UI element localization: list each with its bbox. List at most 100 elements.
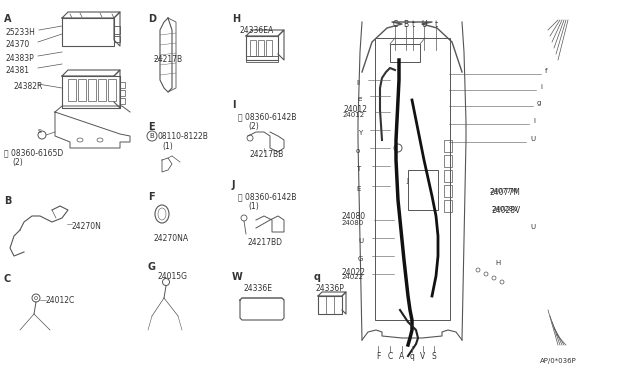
Bar: [246, 36, 278, 60]
Text: 24015G: 24015G: [158, 272, 188, 281]
Text: 24012C: 24012C: [46, 296, 76, 305]
Text: S: S: [38, 128, 42, 134]
Text: A: A: [399, 352, 404, 361]
Text: q: q: [410, 352, 415, 361]
Text: 24028V: 24028V: [492, 206, 521, 215]
Bar: [78, 79, 86, 101]
Bar: [375, 38, 450, 320]
Bar: [444, 140, 452, 152]
Text: I: I: [533, 118, 535, 124]
Text: C: C: [4, 274, 12, 284]
Text: B: B: [403, 20, 408, 29]
Bar: [120, 82, 125, 88]
Bar: [318, 296, 342, 314]
Text: U: U: [530, 224, 535, 230]
Text: (1): (1): [162, 142, 173, 151]
Text: q: q: [314, 272, 321, 282]
Bar: [114, 26, 120, 34]
Text: (1): (1): [248, 202, 259, 211]
Text: 08110-8122B: 08110-8122B: [158, 132, 209, 141]
Text: J: J: [406, 178, 408, 184]
Bar: [108, 79, 116, 101]
Text: Ⓢ 08360-6142B: Ⓢ 08360-6142B: [238, 112, 296, 121]
Bar: [444, 155, 452, 167]
Text: W: W: [232, 272, 243, 282]
Text: F: F: [148, 192, 155, 202]
Text: AP/0*036P: AP/0*036P: [540, 358, 577, 364]
Text: U: U: [530, 136, 535, 142]
Text: i: i: [540, 84, 542, 90]
Text: H: H: [495, 260, 500, 266]
Text: II: II: [356, 80, 360, 86]
Text: (2): (2): [248, 122, 259, 131]
Text: G: G: [148, 262, 156, 272]
Text: S: S: [431, 352, 436, 361]
Text: U: U: [421, 20, 427, 29]
Text: f: f: [545, 68, 547, 74]
Bar: [444, 185, 452, 197]
Bar: [408, 170, 438, 210]
Text: 24028V: 24028V: [492, 206, 519, 212]
Bar: [120, 98, 125, 104]
Text: g: g: [537, 100, 541, 106]
Text: 24381: 24381: [6, 66, 30, 75]
Text: C: C: [387, 352, 392, 361]
Text: D: D: [148, 14, 156, 24]
Text: A: A: [4, 14, 12, 24]
Bar: [98, 79, 106, 101]
Text: o: o: [356, 148, 360, 154]
Text: e: e: [358, 96, 362, 102]
Bar: [266, 40, 272, 56]
Text: 24370: 24370: [6, 40, 30, 49]
Text: E: E: [356, 186, 360, 192]
Bar: [68, 79, 76, 101]
Text: B: B: [150, 133, 154, 139]
Text: 24270NA: 24270NA: [154, 234, 189, 243]
Text: 24217B: 24217B: [154, 55, 183, 64]
Text: 24080: 24080: [342, 220, 364, 226]
Bar: [88, 79, 96, 101]
Bar: [120, 90, 125, 96]
Text: B: B: [4, 196, 12, 206]
Bar: [444, 170, 452, 182]
Text: 24383P: 24383P: [6, 54, 35, 63]
Text: 24217BD: 24217BD: [248, 238, 283, 247]
Text: 24270N: 24270N: [72, 222, 102, 231]
Text: 24077M: 24077M: [490, 188, 518, 194]
Text: U: U: [358, 238, 363, 244]
Text: T: T: [356, 166, 360, 172]
Text: C: C: [392, 20, 397, 29]
Text: 24080: 24080: [342, 212, 366, 221]
Bar: [246, 56, 278, 62]
Text: 24382R: 24382R: [14, 82, 44, 91]
Text: H: H: [232, 14, 240, 24]
Text: V: V: [420, 352, 426, 361]
Text: J: J: [232, 180, 236, 190]
Text: 24077M: 24077M: [490, 188, 521, 197]
Text: 24022: 24022: [342, 268, 366, 277]
Text: 24217BB: 24217BB: [250, 150, 284, 159]
Text: (2): (2): [12, 158, 23, 167]
Bar: [250, 40, 256, 56]
Bar: [258, 40, 264, 56]
Bar: [114, 36, 120, 42]
Text: G: G: [358, 256, 364, 262]
Bar: [444, 200, 452, 212]
Text: 24022: 24022: [342, 274, 364, 280]
Bar: [390, 44, 420, 62]
Text: 24336E: 24336E: [244, 284, 273, 293]
Text: E: E: [148, 122, 155, 132]
Text: 24012: 24012: [343, 112, 365, 118]
Bar: [62, 18, 114, 46]
Text: t: t: [412, 20, 415, 29]
Text: Ⓢ 08360-6142B: Ⓢ 08360-6142B: [238, 192, 296, 201]
Text: t: t: [435, 20, 438, 29]
Text: 24012: 24012: [343, 105, 367, 114]
Text: F: F: [376, 352, 380, 361]
Text: 24336P: 24336P: [316, 284, 345, 293]
Text: I: I: [232, 100, 236, 110]
Text: 25233H: 25233H: [6, 28, 36, 37]
Text: Y: Y: [358, 130, 362, 136]
Text: 24336EA: 24336EA: [240, 26, 275, 35]
Text: Ⓢ 08360-6165D: Ⓢ 08360-6165D: [4, 148, 63, 157]
